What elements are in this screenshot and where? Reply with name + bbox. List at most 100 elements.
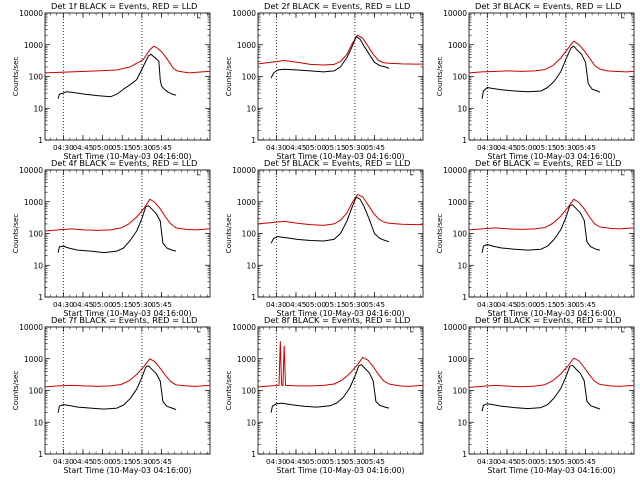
y-tick-label: 100 xyxy=(242,387,257,396)
x-tick-label: 05:45 xyxy=(151,457,172,466)
x-tick-label: 05:30 xyxy=(556,143,577,152)
y-tick-label: 1 xyxy=(38,293,43,302)
panel-title: Det 4f BLACK = Events, RED = LLD xyxy=(51,158,197,168)
events-series-line xyxy=(57,205,177,254)
corner-mark: └ xyxy=(408,169,414,181)
panel-title: Det 5f BLACK = Events, RED = LLD xyxy=(264,158,410,168)
detector-panel-9: Det 9f BLACK = Events, RED = LLD└ 1 10 100 1… xyxy=(435,315,635,475)
y-tick-label: 10 xyxy=(33,418,43,427)
y-tick-label: 100 xyxy=(453,73,468,82)
events-series-line xyxy=(57,365,177,413)
y-tick-label: 10 xyxy=(457,104,467,113)
y-tick-label: 100 xyxy=(242,230,257,239)
detector-panel-3: Det 3f BLACK = Events, RED = LLD└ 1 10 100 1… xyxy=(435,1,635,161)
y-tick-label: 1 xyxy=(38,450,43,459)
y-tick-label: 1 xyxy=(462,293,467,302)
corner-mark: └ xyxy=(195,12,201,24)
y-tick-label: 10 xyxy=(457,261,467,270)
y-tick-label: 1 xyxy=(462,450,467,459)
x-tick-label: 05:15 xyxy=(112,457,133,466)
detector-panel-1: Det 1f BLACK = Events, RED = LLD└ 1 10 100 1… xyxy=(11,1,211,161)
detector-panel-2: Det 2f BLACK = Events, RED = LLD└ 1 10 100 1… xyxy=(224,1,424,161)
corner-mark: └ xyxy=(408,12,414,24)
x-tick-label: 04:45 xyxy=(286,457,307,466)
y-tick-label: 10 xyxy=(246,104,256,113)
x-tick-label: 04:30 xyxy=(266,457,287,466)
lld-series-line xyxy=(468,40,635,74)
panel-title: Det 7f BLACK = Events, RED = LLD xyxy=(51,315,197,325)
x-tick-label: 05:15 xyxy=(536,300,557,309)
x-tick-label: 05:00 xyxy=(305,457,326,466)
y-axis-label: Counts/sec xyxy=(11,214,20,254)
x-tick-label: 04:30 xyxy=(266,143,287,152)
plot-frame xyxy=(468,169,635,298)
y-axis-label: Counts/sec xyxy=(224,371,233,411)
y-tick-label: 10000 xyxy=(232,9,256,18)
panel-title: Det 2f BLACK = Events, RED = LLD xyxy=(264,1,410,11)
y-tick-label: 10000 xyxy=(19,323,43,332)
x-tick-label: 05:45 xyxy=(575,300,596,309)
x-tick-label: 05:15 xyxy=(112,143,133,152)
x-tick-label: 05:15 xyxy=(325,300,346,309)
x-tick-label: 04:45 xyxy=(73,457,94,466)
detector-panel-8: Det 8f BLACK = Events, RED = LLD└ 1 10 100 1… xyxy=(224,315,424,475)
x-tick-label: 04:45 xyxy=(497,300,518,309)
y-tick-label: 100 xyxy=(242,73,257,82)
lld-series-line xyxy=(257,341,424,388)
lld-series-line xyxy=(257,34,423,66)
x-tick-label: 05:00 xyxy=(92,143,113,152)
x-axis-label: Start Time (10-May-03 04:16:00) xyxy=(63,152,191,161)
plot-frame xyxy=(257,326,424,455)
events-series-line xyxy=(270,36,390,79)
y-tick-label: 100 xyxy=(29,73,44,82)
y-axis-label: Counts/sec xyxy=(435,214,444,254)
x-tick-label: 05:15 xyxy=(325,457,346,466)
events-series-line xyxy=(481,364,601,412)
panel-title: Det 8f BLACK = Events, RED = LLD xyxy=(264,315,410,325)
y-tick-label: 1000 xyxy=(24,198,43,207)
y-tick-label: 1 xyxy=(251,450,256,459)
y-tick-label: 100 xyxy=(453,230,468,239)
y-tick-label: 100 xyxy=(29,230,44,239)
x-tick-label: 05:15 xyxy=(112,300,133,309)
x-tick-label: 05:45 xyxy=(151,300,172,309)
x-tick-label: 05:45 xyxy=(151,143,172,152)
x-tick-label: 04:45 xyxy=(73,143,94,152)
plot-frame xyxy=(44,326,211,455)
x-tick-label: 05:00 xyxy=(92,457,113,466)
y-tick-label: 1000 xyxy=(448,198,467,207)
x-tick-label: 05:00 xyxy=(92,300,113,309)
plot-frame xyxy=(468,12,635,141)
plot-frame xyxy=(44,12,211,141)
x-tick-label: 05:45 xyxy=(364,457,385,466)
lld-series-line xyxy=(44,358,211,388)
x-tick-label: 05:30 xyxy=(345,300,366,309)
x-tick-label: 04:45 xyxy=(73,300,94,309)
detector-panel-5: Det 5f BLACK = Events, RED = LLD└ 1 10 100 1… xyxy=(224,158,424,318)
x-tick-label: 04:30 xyxy=(266,300,287,309)
lld-series-line xyxy=(468,198,635,231)
plot-frame xyxy=(468,326,635,455)
corner-mark: └ xyxy=(195,326,201,338)
x-tick-label: 05:30 xyxy=(556,457,577,466)
y-tick-label: 1000 xyxy=(448,41,467,50)
x-tick-label: 04:45 xyxy=(497,143,518,152)
y-tick-label: 1 xyxy=(462,136,467,145)
x-axis-label: Start Time (10-May-03 04:16:00) xyxy=(276,466,404,475)
detector-panel-6: Det 6f BLACK = Events, RED = LLD└ 1 10 100 1… xyxy=(435,158,635,318)
y-tick-label: 1000 xyxy=(237,41,256,50)
y-tick-label: 10000 xyxy=(443,166,467,175)
x-tick-label: 05:30 xyxy=(345,457,366,466)
y-tick-label: 1000 xyxy=(237,198,256,207)
corner-mark: └ xyxy=(619,12,625,24)
x-tick-label: 05:30 xyxy=(132,457,153,466)
y-tick-label: 1000 xyxy=(237,355,256,364)
y-tick-label: 1 xyxy=(251,136,256,145)
x-axis-label: Start Time (10-May-03 04:16:00) xyxy=(487,152,615,161)
x-axis-label: Start Time (10-May-03 04:16:00) xyxy=(63,466,191,475)
y-axis-label: Counts/sec xyxy=(11,57,20,97)
x-tick-label: 05:15 xyxy=(536,457,557,466)
y-tick-label: 1000 xyxy=(24,355,43,364)
x-axis-label: Start Time (10-May-03 04:16:00) xyxy=(276,152,404,161)
